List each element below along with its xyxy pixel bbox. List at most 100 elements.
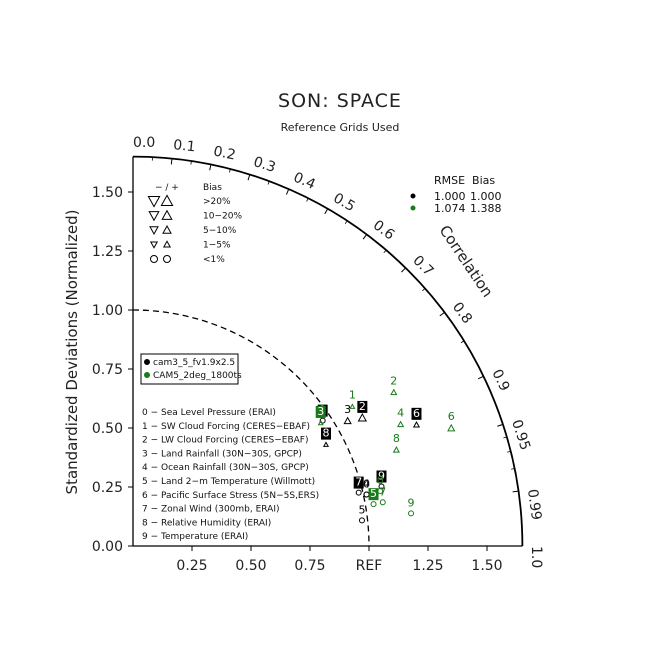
correlation-minor-tick <box>345 221 347 224</box>
point-bias-marker <box>394 447 400 452</box>
bias-legend-circle <box>164 256 171 263</box>
x-tick-label: 1.25 <box>412 558 443 574</box>
correlation-tick-label: 0.2 <box>212 143 237 163</box>
bias-legend-up-triangle <box>164 241 170 247</box>
plot-frame <box>133 157 522 546</box>
bias-legend-label: 5−10% <box>203 226 237 236</box>
variable-list-item: 9 − Temperature (ERAI) <box>142 532 248 542</box>
x-tick-label: 1.50 <box>471 558 502 574</box>
correlation-tick-label: 0.0 <box>133 135 155 151</box>
bias-legend-sign-header: − / + <box>155 183 179 193</box>
bias-legend-label: <1% <box>203 255 225 265</box>
bias-legend-up-triangle <box>161 195 172 205</box>
bias-legend: − / + Bias >20%10−20%5−10%1−5%<1% <box>148 183 242 265</box>
rmse-legend-header: RMSE Bias <box>434 174 495 187</box>
y-tick-label: 0.00 <box>92 539 123 555</box>
y-tick-label: 0.50 <box>92 421 123 437</box>
bias-legend-up-triangle <box>162 211 172 220</box>
correlation-minor-tick <box>461 341 464 343</box>
correlation-tick-mark <box>401 268 405 272</box>
point-bias-marker <box>398 422 404 427</box>
point-bias-marker <box>356 490 361 495</box>
point-label: 2 <box>390 374 397 387</box>
point-label: 6 <box>413 407 420 420</box>
data-points: 01234567890123456789 <box>316 374 455 522</box>
point-label: 5 <box>358 503 365 516</box>
correlation-tick-label: 0.5 <box>330 190 357 215</box>
correlation-axis-label: Correlation <box>436 222 497 301</box>
point-label: 3 <box>344 403 351 416</box>
correlation-tick-mark <box>210 164 211 170</box>
bias-legend-circle <box>151 256 158 263</box>
correlation-tick-mark <box>248 175 250 181</box>
rmse-legend-dot <box>411 194 416 199</box>
series-legend: cam3_5_fv1.9x2.5 CAM5_2deg_1800ts <box>141 354 242 384</box>
variable-list-item: 5 − Land 2−m Temperature (Willmott) <box>142 477 315 487</box>
point-label: 2 <box>359 400 366 413</box>
bias-legend-down-triangle <box>148 197 159 207</box>
bias-legend-bias-header: Bias <box>203 183 222 193</box>
point-bias-marker <box>358 414 366 421</box>
point-bias-marker <box>371 502 376 507</box>
point-label: 7 <box>355 476 362 489</box>
chart-subtitle: Reference Grids Used <box>281 121 400 134</box>
point-bias-marker <box>409 511 414 516</box>
y-tick-label: 0.25 <box>92 480 123 496</box>
correlation-tick-label: 0.9 <box>488 367 512 394</box>
rmse-legend-rmse: 1.074 <box>434 202 466 215</box>
y-tick-label: 0.75 <box>92 362 123 378</box>
point-label: 5 <box>370 487 377 500</box>
variable-list-item: 4 − Ocean Rainfall (30N−30S, GPCP) <box>142 463 309 473</box>
bias-legend-down-triangle <box>151 242 157 248</box>
y-axis-label: Standardized Deviations (Normalized) <box>63 210 81 495</box>
correlation-tick-label: 0.1 <box>172 137 196 155</box>
rmse-legend-dot <box>411 206 416 211</box>
correlation-tick-label: 0.99 <box>524 488 544 521</box>
point-bias-marker <box>324 442 328 446</box>
correlation-tick-mark <box>363 234 367 239</box>
point-bias-marker <box>448 425 455 431</box>
series-legend-dot <box>144 372 150 378</box>
variable-list-item: 1 − SW Cloud Forcing (CERES−EBAF) <box>142 422 310 432</box>
ref-label: REF <box>356 558 383 574</box>
y-tick-label: 1.00 <box>92 303 123 319</box>
point-bias-marker <box>391 390 397 395</box>
point-label: 6 <box>448 410 455 423</box>
bias-legend-up-triangle <box>163 226 171 233</box>
y-tick-label: 1.50 <box>92 185 123 201</box>
point-label: 1 <box>349 389 356 402</box>
bias-legend-label: >20% <box>203 197 231 207</box>
series-legend-label: CAM5_2deg_1800ts <box>153 371 242 381</box>
series-legend-dot <box>144 359 150 365</box>
variable-list-item: 6 − Pacific Surface Stress (5N−5S,ERS) <box>142 491 319 501</box>
correlation-tick-mark <box>171 159 172 165</box>
x-tick-label: 0.50 <box>235 558 266 574</box>
point-label: 3 <box>317 405 324 418</box>
correlation-arc <box>133 157 522 546</box>
correlation-minor-tick <box>191 161 192 164</box>
point-bias-marker <box>364 492 369 497</box>
variable-list-item: 7 − Zonal Wind (300mb, ERAI) <box>142 505 280 515</box>
point-label: 4 <box>397 406 404 419</box>
x-tick-label: 0.25 <box>176 558 207 574</box>
point-bias-marker <box>359 518 364 523</box>
point-label: 8 <box>393 432 400 445</box>
variable-list: 0 − Sea Level Pressure (ERAI)1 − SW Clou… <box>142 408 319 542</box>
correlation-tick-mark <box>440 312 445 316</box>
point-label: 8 <box>323 427 330 440</box>
correlation-minor-tick <box>384 250 386 253</box>
bias-legend-label: 1−5% <box>203 241 231 251</box>
series-legend-label: cam3_5_fv1.9x2.5 <box>153 358 235 368</box>
x-tick-label: 0.75 <box>294 558 325 574</box>
bias-legend-down-triangle <box>150 227 158 234</box>
variable-list-item: 3 − Land Rainfall (30N−30S, GPCP) <box>142 449 302 459</box>
correlation-tick-mark <box>478 376 483 379</box>
y-tick-label: 1.25 <box>92 244 123 260</box>
point-bias-marker <box>344 418 351 424</box>
variable-list-item: 8 − Relative Humidity (ERAI) <box>142 518 271 528</box>
point-bias-marker <box>380 500 385 505</box>
point-bias-marker <box>414 422 420 427</box>
